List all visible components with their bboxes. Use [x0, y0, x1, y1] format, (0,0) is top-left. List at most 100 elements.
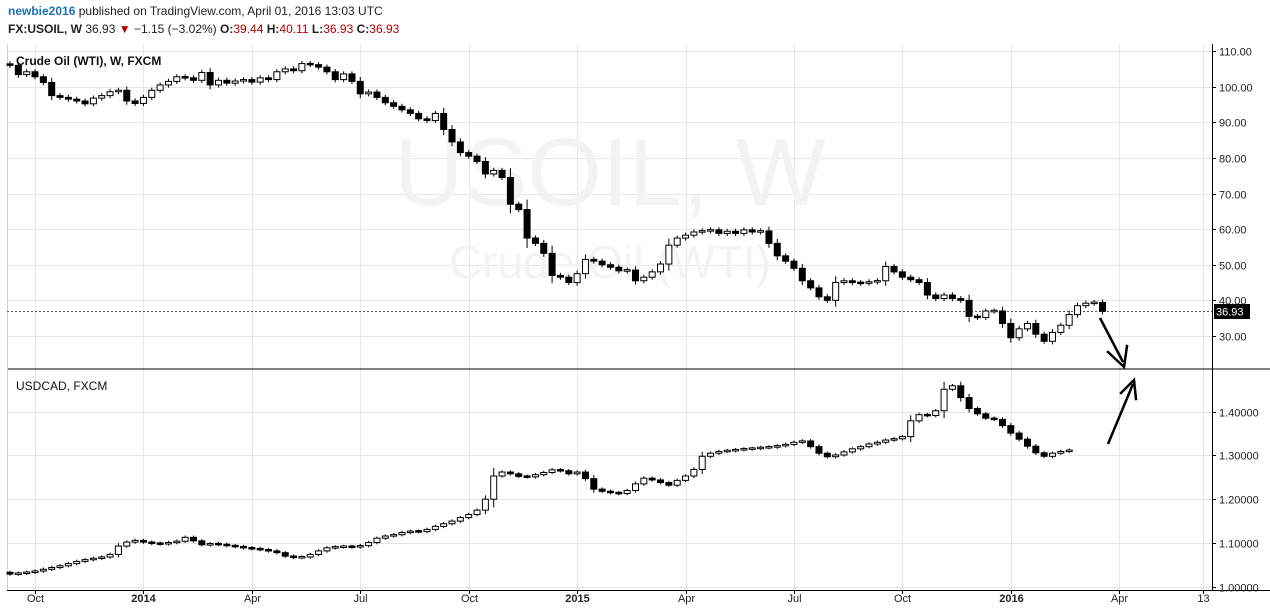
usdcad-candle — [415, 529, 423, 534]
oil-tick-label: 70.00 — [1219, 190, 1247, 202]
usdcad-candle — [506, 470, 514, 476]
oil-candle — [156, 82, 164, 93]
oil-candle — [923, 278, 931, 300]
oil-price-scale[interactable]: 110.00100.0090.0080.0070.0060.0050.0040.… — [1212, 47, 1253, 344]
x-tick-label: 13 — [1197, 593, 1209, 605]
x-tick-label: Apr — [244, 593, 261, 605]
usdcad-candle — [840, 450, 848, 457]
oil-candle — [807, 278, 815, 291]
usdcad-tick-label: 1.40000 — [1219, 408, 1259, 420]
usdcad-candle — [173, 539, 181, 545]
oil-candle — [14, 62, 22, 78]
usdcad-candle — [473, 508, 481, 517]
low-value: 36.93 — [323, 22, 354, 36]
usdcad-candle — [865, 442, 873, 449]
watermark: USOIL, W Crude Oil (WTI) — [394, 119, 826, 288]
oil-candle — [890, 263, 898, 275]
usdcad-candle — [915, 412, 923, 423]
usdcad-candle — [982, 412, 990, 420]
change-value: −1.15 (−3.02%) — [133, 22, 217, 36]
usdcad-candle — [123, 540, 131, 548]
usdcad-candle — [765, 445, 773, 450]
oil-pane-title: Crude Oil (WTI), W, FXCM — [16, 54, 161, 68]
usdcad-candle — [890, 437, 898, 442]
usdcad-candle — [698, 451, 706, 475]
oil-candle — [31, 69, 39, 80]
oil-candle — [1090, 299, 1098, 306]
ohlc-bar: FX:USOIL, W 36.93 ▼ −1.15 (−3.02%) O:39.… — [8, 22, 399, 36]
usdcad-price-scale[interactable]: 1.40000 1.30000 1.20000 1.10000 1.00000 — [1212, 408, 1259, 595]
oil-candle — [815, 284, 823, 300]
usdcad-candle — [23, 570, 31, 575]
usdcad-candle — [114, 543, 122, 558]
usdcad-candle — [923, 412, 931, 418]
oil-candle — [81, 98, 89, 107]
usdcad-candle — [973, 406, 981, 416]
usdcad-candle — [531, 472, 539, 479]
usdcad-candle — [189, 535, 197, 543]
oil-candle — [431, 110, 439, 124]
oil-candle — [1082, 300, 1090, 309]
oil-candle — [448, 125, 456, 147]
down-arrow-icon: ▼ — [118, 22, 131, 36]
usdcad-candle — [873, 440, 881, 446]
usdcad-candle — [573, 470, 581, 476]
up-arrow-annotation[interactable] — [1106, 377, 1138, 445]
oil-candle — [957, 295, 965, 303]
usdcad-candle — [198, 539, 206, 547]
usdcad-candle — [615, 490, 623, 496]
high-value: 40.11 — [279, 22, 309, 36]
oil-candle — [1049, 329, 1056, 345]
usdcad-candle — [1032, 443, 1040, 456]
oil-candle — [623, 267, 631, 274]
usdcad-candle — [431, 524, 439, 532]
usdcad-candle — [248, 546, 256, 551]
oil-candle — [965, 294, 973, 322]
oil-candle — [982, 308, 990, 321]
usdcad-candle — [748, 446, 756, 451]
oil-candle — [164, 78, 172, 88]
oil-candle — [6, 61, 14, 68]
usdcad-candle — [990, 416, 998, 422]
oil-candle — [556, 272, 564, 280]
oil-candle — [440, 107, 448, 136]
oil-candle — [390, 100, 398, 109]
time-scale[interactable]: Oct 2014 Apr Jul Oct 2015 Apr Jul Oct 2016 Apr 13 — [27, 590, 1210, 605]
usdcad-candle — [306, 552, 314, 559]
usdcad-candle — [31, 569, 39, 575]
x-tick-label: Oct — [894, 593, 911, 605]
usdcad-candle — [665, 480, 673, 487]
usdcad-candle — [265, 547, 273, 553]
usdcad-candle — [556, 468, 564, 473]
high-label: H: — [266, 22, 280, 36]
open-value: 39.44 — [233, 22, 264, 36]
oil-candle — [690, 229, 698, 238]
oil-candle — [932, 292, 940, 302]
usdcad-candle — [673, 478, 681, 487]
usdcad-candle — [215, 542, 222, 547]
author-name[interactable]: newbie2016 — [8, 4, 76, 18]
oil-candle — [848, 278, 856, 286]
usdcad-candle — [365, 540, 373, 548]
usdcad-candle — [281, 550, 289, 558]
usdcad-candle — [1049, 451, 1056, 459]
oil-tick-label: 30.00 — [1219, 332, 1247, 344]
x-tick-label: 2014 — [131, 593, 156, 605]
oil-candle — [648, 269, 656, 280]
oil-candle — [481, 157, 489, 179]
usdcad-candle — [390, 532, 398, 538]
usdcad-candle — [581, 469, 589, 481]
oil-candle — [223, 77, 231, 86]
usdcad-candle — [1057, 449, 1065, 455]
usdcad-candle — [156, 541, 164, 546]
oil-candle — [423, 116, 431, 124]
oil-candle — [1074, 302, 1082, 318]
usdcad-candle — [348, 544, 356, 549]
down-arrow-annotation[interactable] — [1098, 317, 1129, 370]
usdcad-candle — [807, 438, 815, 449]
oil-candle — [273, 69, 281, 83]
usdcad-candle — [882, 438, 890, 445]
usdcad-candle — [56, 564, 64, 570]
oil-candle — [215, 77, 222, 88]
